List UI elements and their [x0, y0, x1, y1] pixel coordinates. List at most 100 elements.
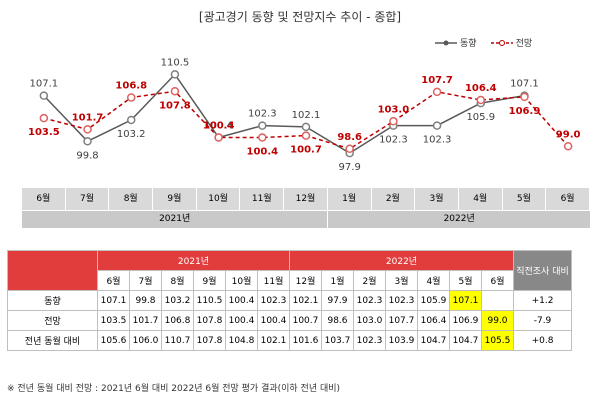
data-point [258, 133, 267, 142]
table-year-2022: 2022년 [289, 250, 514, 271]
table-cell: 106.8 [161, 310, 194, 331]
table-row-label: 동향 [7, 290, 98, 311]
table-header-row-years: 2021년 2022년 직전조사 대비 [7, 250, 572, 291]
table-cell [481, 290, 514, 311]
table-cell: 107.1 [97, 290, 130, 311]
chart-title: [광고경기 동향 및 전망지수 추이 - 종합] [198, 10, 402, 24]
table-cell: 98.6 [321, 310, 354, 331]
x-tick-label: 9월 [153, 188, 197, 210]
data-point [214, 133, 223, 142]
table-body: 동향 107.1 99.8 103.2 110.5 100.4 102.3 102.1 97.9… [7, 290, 572, 351]
data-label: 100.4 [246, 147, 278, 158]
table-row: 동향 107.1 99.8 103.2 110.5 100.4 102.3 102.1 97.9… [7, 290, 572, 311]
data-label: 107.8 [159, 100, 191, 111]
data-point [83, 125, 92, 134]
data-point [83, 137, 92, 146]
data-label: 100.7 [290, 145, 322, 156]
footnote: ※ 전년 동월 대비 전망 : 2021년 6월 대비 2022년 6월 전망 … [7, 384, 341, 394]
table-cell: 107.1 [449, 290, 482, 311]
x-tick-label: 3월 [415, 188, 459, 210]
table-diff-cell: -7.9 [513, 310, 572, 331]
table-month-header: 2월 [353, 270, 386, 291]
legend: 동향 전망 [435, 36, 532, 49]
table-month-header: 3월 [385, 270, 418, 291]
data-table: 2021년 2022년 직전조사 대비 6월 7월 8월 9월 10월 11월 12월 1월 2… [7, 250, 572, 351]
legend-label-outlook: 전망 [515, 39, 533, 49]
table-month-header: 6월 [97, 270, 130, 291]
table-cell: 106.9 [449, 310, 482, 331]
table-cell: 110.5 [193, 290, 226, 311]
x-tick-label: 5월 [503, 188, 547, 210]
data-point [126, 93, 136, 102]
data-point [39, 91, 49, 100]
data-point [39, 113, 49, 123]
data-label: 102.1 [292, 110, 321, 121]
data-label: 101.7 [72, 112, 104, 123]
data-label: 102.3 [423, 135, 452, 146]
data-label: 105.9 [466, 112, 495, 123]
table-cell: 107.8 [193, 310, 226, 331]
x-tick-label: 10월 [197, 188, 241, 210]
table-row-label: 전년 동월 대비 [7, 330, 98, 351]
data-point [520, 92, 529, 102]
table-diff-cell: +1.2 [513, 290, 572, 311]
data-point [432, 87, 442, 97]
x-axis-years: 2021년 2022년 [22, 211, 590, 228]
table-cell: 100.4 [225, 310, 258, 331]
table-cell: 102.3 [385, 290, 418, 311]
table-cell: 103.7 [321, 330, 354, 351]
data-label: 98.6 [337, 132, 362, 143]
table-cell: 103.9 [385, 330, 418, 351]
table-month-header: 4월 [417, 270, 450, 291]
table-row: 전년 동월 대비 105.6 106.0 110.7 107.8 104.8 102.1 10… [7, 330, 572, 351]
x-tick-label: 2월 [372, 188, 416, 210]
data-label: 97.9 [339, 162, 361, 173]
table-cell: 107.7 [385, 310, 418, 331]
x-axis-months: 6월 7월 8월 9월 10월 11월 12월 1월 2월 3월 4월 5월 6월 [22, 188, 590, 210]
table-corner [7, 250, 98, 291]
table-cell: 99.8 [129, 290, 162, 311]
table-month-header: 1월 [321, 270, 354, 291]
table-cell: 104.7 [417, 330, 450, 351]
table-cell: 100.4 [257, 310, 290, 331]
legend-label-trend: 동향 [460, 39, 477, 49]
table-cell: 106.0 [129, 330, 162, 351]
table-cell: 105.5 [481, 330, 514, 351]
table-diff-cell: +0.8 [513, 330, 572, 351]
data-point [301, 122, 311, 132]
data-point [432, 121, 442, 130]
table-cell: 97.9 [321, 290, 354, 311]
data-label: 110.5 [161, 57, 190, 68]
data-label: 100.4 [204, 121, 233, 132]
table-comparison-header: 직전조사 대비 [513, 250, 572, 291]
table-month-header: 10월 [225, 270, 258, 291]
table-year-2021: 2021년 [97, 250, 290, 271]
table-cell: 100.7 [289, 310, 322, 331]
data-label: 106.4 [465, 83, 497, 94]
table-cell: 102.3 [353, 330, 386, 351]
table-cell: 104.7 [449, 330, 482, 351]
line-chart: 107.1 99.8 103.2 110.5 100.4 102.3 102.1 97.9 10… [28, 57, 581, 173]
table-month-header: 8월 [161, 270, 194, 291]
data-label: 107.1 [30, 79, 59, 90]
data-label: 99.0 [556, 129, 581, 140]
data-label: 102.3 [379, 135, 408, 146]
year-label-2022: 2022년 [328, 211, 590, 228]
data-label: 103.5 [28, 127, 60, 138]
table-cell: 102.3 [353, 290, 386, 311]
data-label: 100.4 [203, 121, 235, 132]
table-cell: 103.5 [97, 310, 130, 331]
x-tick-label: 12월 [284, 188, 328, 210]
data-label: 103.2 [117, 129, 146, 140]
x-tick-label: 6월 [22, 188, 66, 210]
table-cell: 105.6 [97, 330, 130, 351]
legend-item-outlook: 전망 [490, 36, 533, 49]
data-point [258, 121, 267, 130]
year-label-2021: 2021년 [22, 211, 329, 228]
data-label: 106.9 [509, 106, 541, 117]
table-month-header: 9월 [193, 270, 226, 291]
table-row-label: 전망 [7, 310, 98, 331]
table-month-header: 11월 [257, 270, 290, 291]
data-point [170, 70, 180, 79]
data-point [170, 87, 180, 96]
